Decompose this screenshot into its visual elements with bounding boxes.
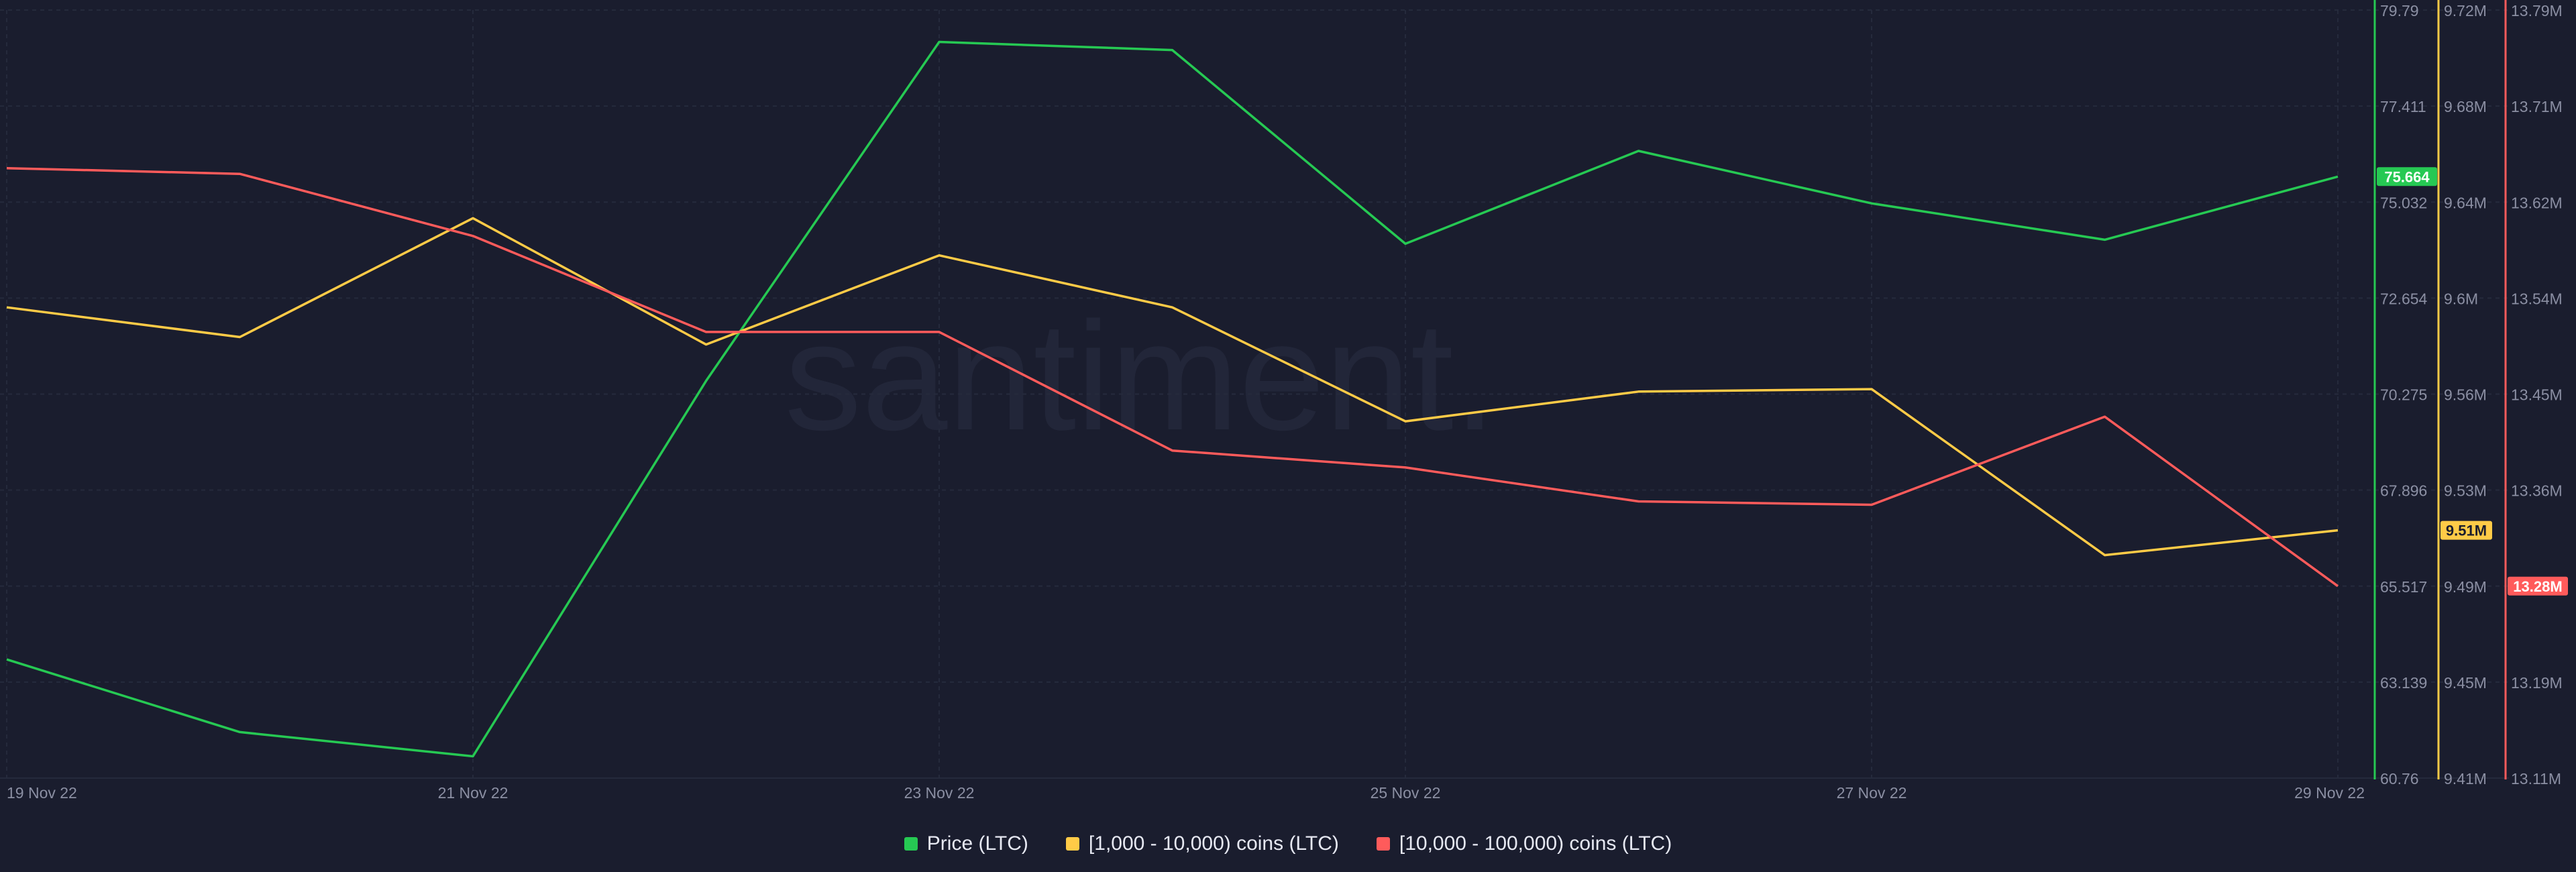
current-value-label: 9.51M bbox=[2446, 523, 2487, 539]
legend-item-0[interactable]: Price (LTC) bbox=[904, 832, 1028, 855]
y-tick-label: 9.68M bbox=[2444, 98, 2487, 115]
y-tick-label: 9.49M bbox=[2444, 578, 2487, 596]
legend-swatch bbox=[1376, 837, 1390, 851]
x-tick-label: 21 Nov 22 bbox=[438, 784, 508, 802]
y-tick-label: 63.139 bbox=[2380, 674, 2427, 692]
x-tick-label: 27 Nov 22 bbox=[1837, 784, 1907, 802]
x-tick-label: 19 Nov 22 bbox=[7, 784, 77, 802]
legend-label: Price (LTC) bbox=[926, 832, 1028, 855]
x-tick-label: 29 Nov 22 bbox=[2294, 784, 2365, 802]
legend-swatch bbox=[1065, 837, 1079, 851]
y-tick-label: 13.45M bbox=[2511, 386, 2563, 404]
current-value-badge-price bbox=[2377, 167, 2437, 186]
y-tick-label: 9.72M bbox=[2444, 2, 2487, 19]
series-line-0 bbox=[6, 40, 2339, 758]
series-line-1 bbox=[6, 217, 2339, 557]
current-value-label: 75.664 bbox=[2384, 168, 2430, 185]
y-tick-label: 9.45M bbox=[2444, 674, 2487, 692]
y-tick-label: 72.654 bbox=[2380, 290, 2428, 307]
y-tick-label: 70.275 bbox=[2380, 386, 2427, 404]
y-tick-label: 13.19M bbox=[2511, 674, 2563, 692]
legend-item-1[interactable]: [1,000 - 10,000) coins (LTC) bbox=[1065, 832, 1339, 855]
y-tick-label: 13.36M bbox=[2511, 482, 2563, 500]
y-tick-label: 9.64M bbox=[2444, 194, 2487, 211]
current-value-badge-mid bbox=[2440, 521, 2492, 540]
watermark: santiment. bbox=[784, 290, 1496, 462]
y-tick-label: 75.032 bbox=[2380, 194, 2427, 211]
y-tick-label: 9.53M bbox=[2444, 482, 2487, 500]
x-tick-label: 25 Nov 22 bbox=[1371, 784, 1441, 802]
x-tick-label: 23 Nov 22 bbox=[904, 784, 975, 802]
legend-label: [10,000 - 100,000) coins (LTC) bbox=[1399, 832, 1672, 855]
y-tick-label: 9.6M bbox=[2444, 290, 2478, 307]
y-axes: 79.79 77.411 75.032 72.654 70.275 67.896 65.51… bbox=[2373, 0, 2568, 787]
y-tick-label: 9.56M bbox=[2444, 386, 2487, 404]
grid bbox=[0, 9, 2509, 779]
y-tick-label: 13.54M bbox=[2511, 290, 2563, 307]
legend-swatch bbox=[904, 837, 918, 851]
series-lines bbox=[6, 40, 2339, 758]
y-tick-label: 65.517 bbox=[2380, 578, 2427, 596]
y-tick-label: 67.896 bbox=[2380, 482, 2427, 500]
current-value-badge-large bbox=[2508, 576, 2568, 596]
y-tick-label: 13.71M bbox=[2511, 98, 2563, 115]
y-tick-label: 13.11M bbox=[2511, 770, 2561, 787]
current-value-label: 13.28M bbox=[2513, 578, 2562, 595]
series-line-2 bbox=[6, 166, 2339, 588]
y-tick-label: 9.41M bbox=[2444, 770, 2487, 787]
legend-item-2[interactable]: [10,000 - 100,000) coins (LTC) bbox=[1376, 832, 1672, 855]
chart-svg: santiment. 79.79 77.411 75.032 72.654 70.275… bbox=[0, 0, 2568, 802]
x-axis: 19 Nov 22 21 Nov 22 23 Nov 22 25 Nov 22 27 N… bbox=[7, 784, 2365, 802]
y-tick-label: 13.79M bbox=[2511, 2, 2563, 19]
y-tick-label: 79.79 bbox=[2380, 2, 2419, 19]
y-tick-label: 77.411 bbox=[2380, 98, 2426, 115]
legend: Price (LTC) [1,000 - 10,000) coins (LTC) [… bbox=[0, 824, 2576, 864]
y-tick-label: 60.76 bbox=[2380, 770, 2419, 787]
y-tick-label: 13.62M bbox=[2511, 194, 2563, 211]
legend-label: [1,000 - 10,000) coins (LTC) bbox=[1088, 832, 1339, 855]
